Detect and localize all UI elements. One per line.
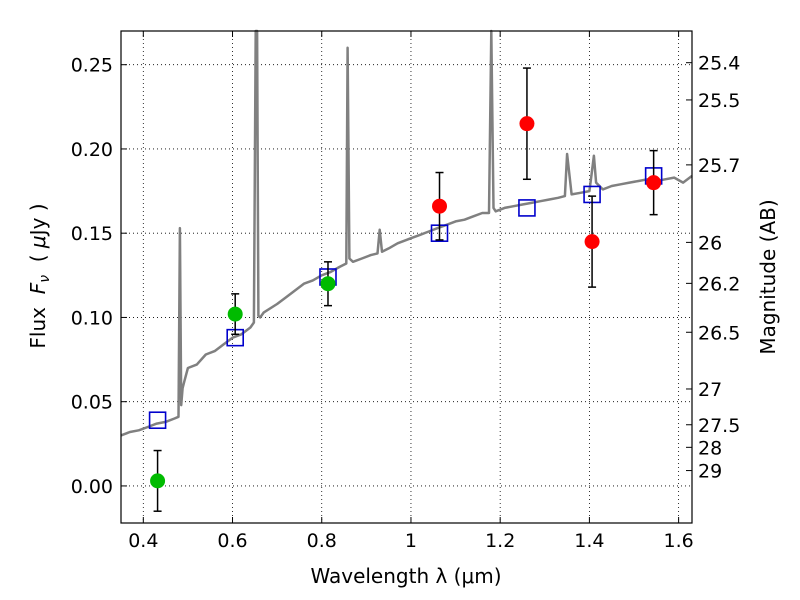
model-square-point [148, 411, 167, 430]
mag-tick-label: 25.4 [698, 53, 740, 75]
y-axis-label-subscript: ν [37, 275, 53, 283]
spectrum-line [120, 29, 693, 437]
y-tick-label: 0.10 [71, 307, 113, 329]
spectrum-layer [120, 29, 693, 437]
ticks: 0.4 0.6 0.8 1 1.2 1.4 1.6 0.00 0.05 0.10 0.15 0.20 0… [71, 31, 740, 552]
mag-tick-label: 27 [698, 379, 722, 401]
x-axis-label: Wavelength λ (μm) [310, 564, 501, 588]
x-tick-label: 0.6 [217, 530, 247, 552]
y-axis-label-symbol: F [26, 282, 50, 294]
x-tick-label: 1 [405, 530, 417, 552]
mag-tick-label: 29 [698, 461, 722, 483]
model-square-point [518, 199, 536, 217]
x-tick-label: 1.2 [485, 530, 515, 552]
mag-tick-label: 25.7 [698, 155, 740, 177]
y-axis-label-part: Flux [26, 294, 50, 348]
y-axis-label: Flux Fν ( μJy ) [26, 203, 53, 348]
y-tick-label: 0.20 [71, 139, 113, 161]
y-tick-label: 0.00 [71, 476, 113, 498]
mag-tick-label: 26 [698, 232, 722, 254]
mag-tick-label: 26.5 [698, 322, 740, 344]
mag-tick-label: 27.5 [698, 415, 740, 437]
grid [121, 31, 692, 523]
observed-point [584, 234, 600, 250]
y-axis-label-part: ( [26, 248, 50, 275]
y-axis-right-label: Magnitude (AB) [756, 199, 780, 354]
observed-point [227, 306, 243, 322]
observed-point [150, 473, 166, 489]
x-tick-label: 1.4 [574, 530, 604, 552]
x-tick-label: 0.4 [128, 530, 158, 552]
x-tick-label: 1.6 [664, 530, 694, 552]
observed-point [646, 175, 662, 191]
y-tick-label: 0.15 [71, 223, 113, 245]
y-tick-label: 0.05 [71, 392, 113, 414]
mag-tick-label: 26.2 [698, 273, 740, 295]
y-axis-label-symbol: μ [26, 235, 50, 249]
observed-point [320, 276, 336, 292]
observed-point [519, 116, 535, 132]
marker-layer [148, 67, 663, 512]
mag-tick-label: 25.5 [698, 90, 740, 112]
x-tick-label: 0.8 [307, 530, 337, 552]
observed-point [432, 198, 448, 214]
mag-tick-label: 28 [698, 437, 722, 459]
plot-frame [120, 30, 693, 524]
y-axis-label-part: Jy ) [26, 203, 50, 237]
y-tick-label: 0.25 [71, 55, 113, 77]
